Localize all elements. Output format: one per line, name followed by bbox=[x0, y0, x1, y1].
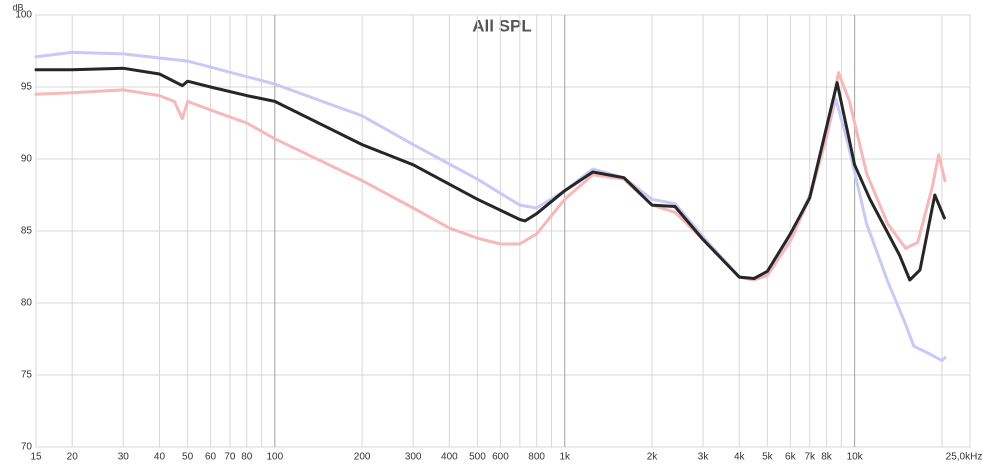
x-tick-label: 70 bbox=[224, 452, 236, 463]
x-tick-label: 3k bbox=[698, 452, 710, 463]
x-tick-label: 7k bbox=[804, 452, 816, 463]
y-tick-label: 85 bbox=[21, 226, 33, 237]
x-tick-label: 200 bbox=[354, 452, 371, 463]
x-tick-label: 15 bbox=[30, 452, 42, 463]
x-tick-label: 8k bbox=[821, 452, 833, 463]
chart-title: All SPL bbox=[472, 16, 532, 35]
x-tick-label: 1k bbox=[559, 452, 571, 463]
x-tick-label: 600 bbox=[492, 452, 509, 463]
x-tick-label: 4k bbox=[734, 452, 746, 463]
y-tick-label: 100 bbox=[15, 10, 32, 21]
x-tick-label: 25,0kHz bbox=[946, 452, 983, 463]
x-tick-label: 300 bbox=[405, 452, 422, 463]
x-tick-label: 800 bbox=[528, 452, 545, 463]
x-tick-label: 80 bbox=[241, 452, 253, 463]
x-tick-label: 50 bbox=[182, 452, 194, 463]
x-tick-label: 20 bbox=[67, 452, 79, 463]
x-tick-label: 40 bbox=[154, 452, 166, 463]
x-tick-label: 2k bbox=[647, 452, 659, 463]
y-tick-label: 80 bbox=[21, 298, 33, 309]
series-line bbox=[34, 66, 946, 282]
x-tick-label: 10k bbox=[847, 452, 864, 463]
series-line bbox=[34, 71, 947, 282]
y-unit: dB bbox=[12, 2, 23, 12]
x-tick-label: 100 bbox=[267, 452, 284, 463]
x-tick-label: 60 bbox=[205, 452, 217, 463]
y-tick-label: 90 bbox=[21, 154, 33, 165]
x-tick-label: 30 bbox=[118, 452, 130, 463]
x-tick-label: 5k bbox=[762, 452, 774, 463]
x-tick-label: 500 bbox=[469, 452, 486, 463]
y-tick-label: 75 bbox=[21, 370, 33, 381]
series-line bbox=[34, 50, 947, 363]
y-tick-label: 70 bbox=[21, 442, 33, 453]
x-tick-label: 6k bbox=[785, 452, 797, 463]
x-tick-label: 400 bbox=[441, 452, 458, 463]
y-tick-label: 95 bbox=[21, 82, 33, 93]
